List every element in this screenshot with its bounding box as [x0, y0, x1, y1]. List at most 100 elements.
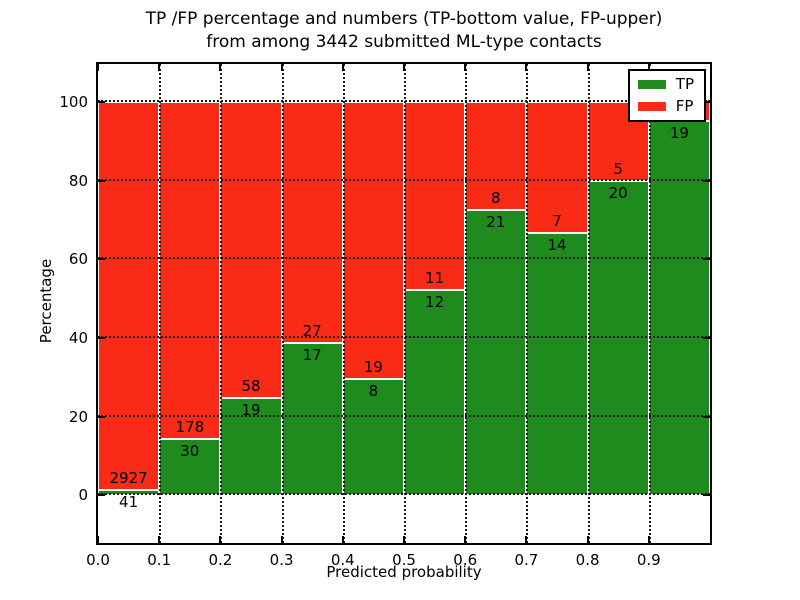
bar-segment-tp — [465, 210, 527, 496]
x-tick-mark-top — [219, 64, 222, 71]
x-tick-label: 0.8 — [575, 551, 600, 569]
x-tick-mark-top — [97, 64, 99, 71]
x-tick-mark — [586, 536, 589, 543]
x-tick-mark-top — [464, 64, 467, 71]
bar-label-fp: 11 — [425, 269, 445, 288]
chart-title: TP /FP percentage and numbers (TP-bottom… — [96, 8, 712, 54]
y-tick-label: 40 — [68, 328, 88, 347]
y-tick-label: 60 — [68, 250, 88, 269]
y-tick-mark — [98, 494, 105, 497]
bar-segment-tp — [587, 180, 649, 496]
gridline-vertical — [159, 64, 162, 543]
bar-label-tp: 41 — [119, 492, 139, 511]
x-tick-label: 0.6 — [453, 551, 478, 569]
bar-segment-fp — [159, 101, 221, 439]
y-tick-label: 80 — [68, 171, 88, 190]
legend-swatch-fp — [637, 102, 666, 111]
x-tick-mark-top — [525, 64, 528, 71]
bar-segment-tp — [526, 233, 588, 496]
x-tick-mark-top — [158, 64, 161, 71]
gridline-vertical — [465, 64, 468, 543]
x-tick-label: 0.2 — [208, 551, 233, 569]
bar-label-fp: 2927 — [109, 468, 148, 487]
gridline-vertical — [404, 64, 406, 543]
y-tick-mark-right — [703, 336, 710, 339]
y-tick-mark-right — [703, 100, 710, 103]
y-tick-mark-right — [703, 258, 710, 261]
bar-label-tp: 8 — [368, 381, 379, 400]
x-tick-mark-top — [341, 64, 344, 71]
bar-label-tp: 12 — [425, 293, 445, 312]
y-tick-mark-right — [703, 179, 710, 182]
y-tick-mark — [98, 258, 105, 261]
x-tick-mark-top — [586, 64, 589, 71]
gridline-vertical — [281, 64, 284, 543]
bar-segment-fp — [98, 101, 160, 490]
x-tick-mark — [158, 536, 161, 543]
y-tick-mark — [98, 336, 105, 339]
bar-label-fp: 27 — [302, 322, 322, 341]
legend-row: TP — [637, 75, 694, 93]
x-tick-mark — [280, 536, 283, 543]
x-tick-mark-top — [647, 64, 650, 71]
gridline-vertical — [526, 64, 529, 543]
bar-segment-fp — [404, 101, 466, 291]
x-tick-mark-top — [403, 64, 405, 71]
legend: TP FP — [627, 69, 706, 122]
x-tick-mark — [97, 536, 99, 543]
bar-segment-fp — [526, 101, 588, 233]
bar-label-tp: 30 — [180, 441, 200, 460]
x-tick-mark — [647, 536, 650, 543]
legend-label-fp: FP — [675, 97, 694, 115]
bar-segment-fp — [220, 101, 282, 399]
y-tick-mark-right — [703, 415, 710, 418]
bar-segment-tp — [404, 290, 466, 496]
chart-title-line2: from among 3442 submitted ML-type contac… — [206, 32, 602, 52]
bar-segment-tp — [342, 378, 404, 496]
x-tick-label: 0.5 — [392, 551, 416, 569]
x-tick-mark — [219, 536, 222, 543]
plot-area: TP FP 0.0 0.1 0.2 0.3 0.4 0.5 0.6 0.7 0.8 0.9 0 20 40… — [59, 62, 712, 569]
chart-title-line1: TP /FP percentage and numbers (TP-bottom… — [145, 9, 663, 29]
bar-label-fp: 7 — [552, 211, 562, 230]
x-tick-label: 0.3 — [269, 551, 294, 569]
bar-label-tp: 19 — [241, 401, 261, 420]
y-tick-label: 100 — [59, 92, 88, 111]
legend-swatch-tp — [637, 80, 666, 89]
legend-row: FP — [637, 97, 694, 115]
bar-label-fp: 5 — [613, 159, 623, 178]
bar-label-tp: 20 — [608, 183, 628, 202]
y-tick-mark — [98, 179, 105, 182]
gridline-vertical — [220, 64, 223, 543]
x-tick-mark — [525, 536, 528, 543]
bar-label-fp: 178 — [175, 417, 205, 436]
y-tick-mark — [98, 100, 105, 103]
x-tick-mark — [464, 536, 467, 543]
y-tick-label: 20 — [68, 407, 88, 426]
x-tick-mark — [403, 536, 405, 543]
bar-segment-fp — [342, 101, 404, 379]
bar-label-tp: 17 — [302, 346, 322, 365]
bar-label-fp: 19 — [363, 357, 383, 376]
x-tick-label: 0.7 — [514, 551, 539, 569]
bar-label-fp: 58 — [241, 377, 261, 396]
legend-label-tp: TP — [675, 75, 694, 93]
gridline-vertical — [342, 64, 345, 543]
x-tick-mark-top — [280, 64, 283, 71]
x-tick-label: 0.4 — [330, 551, 355, 569]
x-tick-mark — [341, 536, 344, 543]
x-tick-label: 0.0 — [86, 551, 110, 569]
x-axis-label: Predicted probability — [326, 563, 482, 581]
y-tick-mark — [98, 415, 105, 418]
bar-segment-tp — [281, 343, 343, 496]
gridline-vertical — [587, 64, 590, 543]
bar-label-tp: 19 — [669, 124, 689, 143]
gridline-vertical — [648, 64, 651, 543]
bar-segment-tp — [648, 121, 710, 496]
bar-label-fp: 8 — [491, 189, 501, 208]
y-tick-label: 0 — [78, 486, 88, 505]
x-tick-label: 0.9 — [636, 551, 661, 569]
y-tick-mark-right — [703, 494, 710, 497]
bar-label-tp: 21 — [486, 213, 506, 232]
